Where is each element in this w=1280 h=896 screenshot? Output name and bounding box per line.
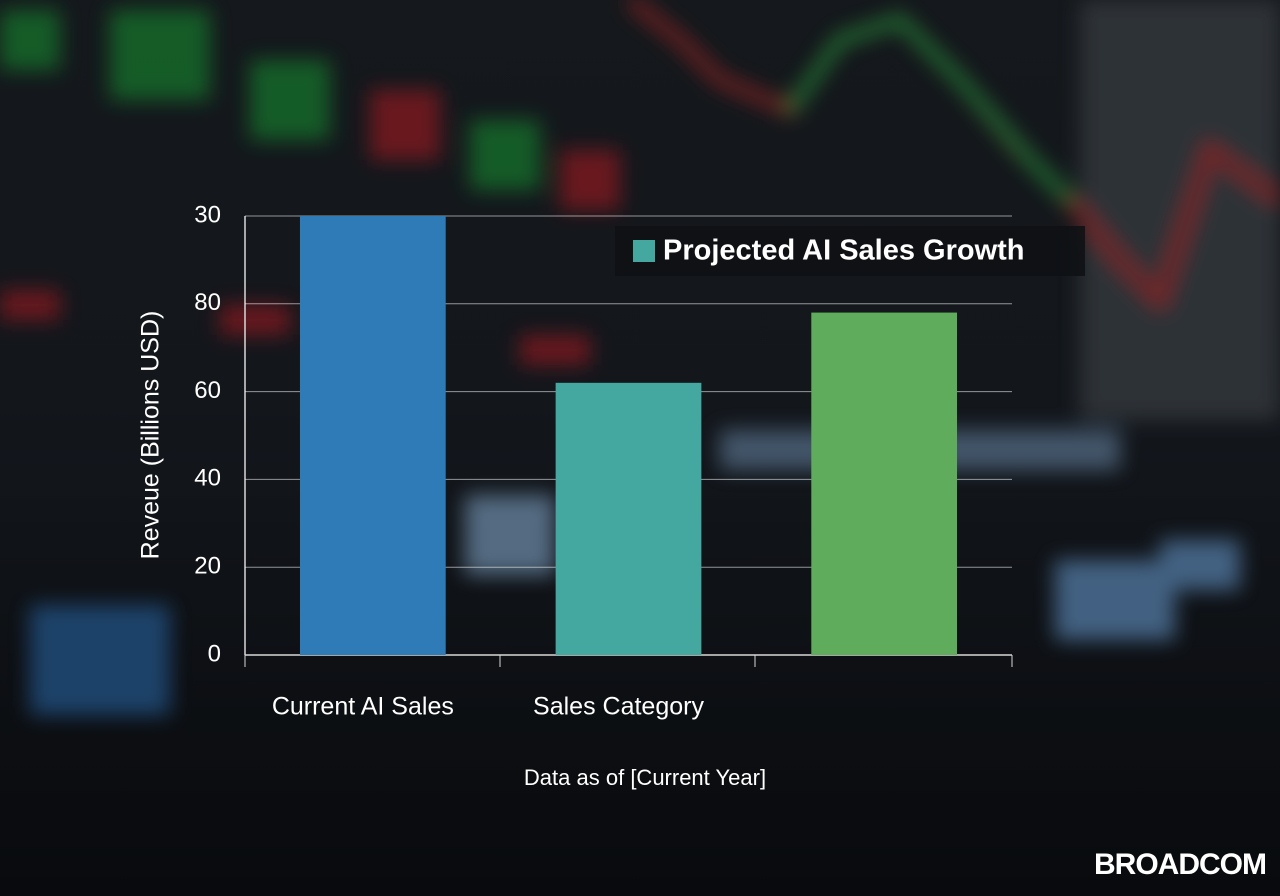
legend-swatch <box>633 240 655 262</box>
bar <box>299 216 446 655</box>
y-tick-label: 80 <box>194 289 221 316</box>
y-tick-label: 30 <box>194 201 221 228</box>
legend-box <box>615 226 1085 276</box>
bar <box>555 382 702 655</box>
y-tick-label: 60 <box>194 377 221 404</box>
bar <box>811 312 958 655</box>
y-axis-label: Reveue (Billions USD) <box>137 311 165 560</box>
logo: BROADCOM <box>1094 848 1266 881</box>
legend-label: Projected AI Sales Growth <box>663 235 1025 267</box>
x-tick-label: Sales Category <box>533 693 704 721</box>
y-tick-label: 20 <box>194 553 221 580</box>
y-tick-label: 0 <box>208 640 221 667</box>
x-tick-label: Current AI Sales <box>272 693 454 721</box>
annotation: Data as of [Current Year] <box>524 765 766 790</box>
y-tick-label: 40 <box>194 465 221 492</box>
